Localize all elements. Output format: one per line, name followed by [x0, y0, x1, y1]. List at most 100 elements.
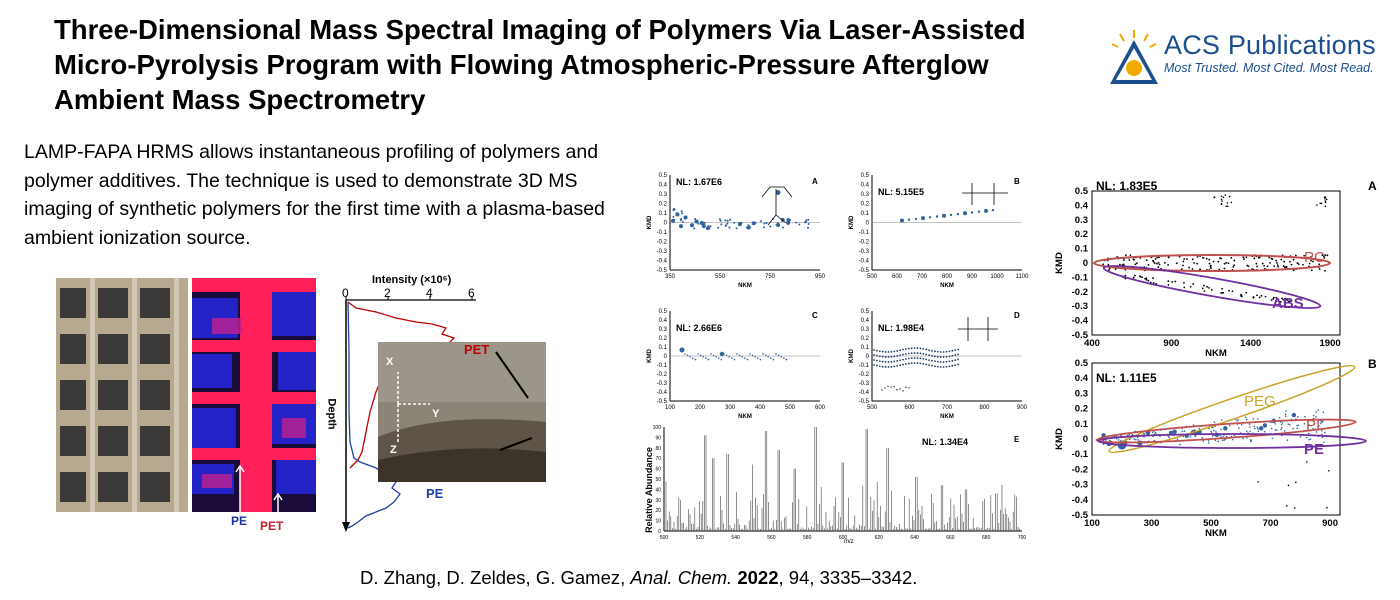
panel-a-point [795, 221, 798, 224]
panel-e-y-tick: 80 [655, 446, 661, 452]
panel-d-point [951, 349, 954, 352]
right-b-point [1284, 413, 1287, 416]
right-a-point [1324, 200, 1327, 202]
right-a-point [1275, 300, 1278, 303]
right-b-point [1217, 440, 1220, 443]
panel-d-point [957, 358, 959, 361]
right-b-point [1274, 429, 1277, 431]
right-a-y-tick: -0.4 [1072, 316, 1089, 327]
right-a-point [1157, 266, 1160, 268]
panel-b-point [949, 213, 953, 217]
pi-ellipse [1095, 418, 1357, 444]
right-b-point [1253, 427, 1256, 430]
right-a-point [1167, 264, 1170, 266]
right-b-point [1323, 441, 1325, 443]
panel-b-point [956, 212, 960, 216]
right-a-point [1324, 201, 1327, 204]
right-b-point [1274, 423, 1277, 425]
right-a-point [1188, 266, 1191, 269]
panel-a-point [798, 223, 801, 226]
panel-d-point [942, 351, 945, 353]
panel-d-point [925, 358, 928, 361]
right-b-point [1221, 439, 1224, 442]
right-a-point [1196, 262, 1199, 265]
right-a-point [1227, 262, 1230, 265]
panel-e-y-tick: 90 [655, 435, 661, 441]
right-b-point [1315, 416, 1317, 418]
panel-c-point [749, 353, 751, 355]
right-a-point [1253, 257, 1256, 260]
pe-label: PE [231, 514, 248, 528]
panel-d-point [945, 355, 948, 358]
panel-d-point [939, 356, 942, 358]
panel-a-y-tick: 0.1 [659, 211, 668, 217]
panel-d-point [942, 356, 945, 358]
panel-d-point [884, 356, 887, 358]
panel-d-point [934, 365, 936, 368]
right-a-point [1319, 202, 1322, 205]
right-b-y-tick: 0.3 [1075, 388, 1088, 399]
panel-a-point [775, 190, 781, 195]
right-a-point [1208, 286, 1210, 289]
right-a-point [1282, 265, 1285, 267]
right-b-point [1286, 439, 1289, 442]
right-b-point [1137, 439, 1139, 441]
panel-e-y-title: Relative Abundance [643, 447, 654, 533]
right-b-point [1286, 504, 1288, 507]
panel-d-point [945, 350, 948, 353]
abs-label: ABS [1272, 295, 1304, 312]
right-a-point [1175, 262, 1178, 265]
right-a-point [1221, 292, 1224, 294]
right-b-point [1213, 429, 1215, 432]
panel-a-point [763, 226, 766, 229]
panel-b-y-title: KMD [849, 215, 855, 229]
panel-d-y-tick: 0.1 [861, 345, 870, 351]
right-a-point [1260, 294, 1263, 297]
right-a-point [1189, 285, 1192, 288]
peg-ellipse [1108, 364, 1356, 454]
right-a-point [1191, 258, 1194, 261]
right-a-point [1218, 268, 1221, 271]
right-a-point [1222, 196, 1225, 199]
pe-right-label: PE [1304, 441, 1325, 458]
panel-d-point [878, 365, 881, 368]
right-a-point [1183, 258, 1186, 260]
panel-d-point [878, 360, 881, 363]
right-a-point [1210, 288, 1213, 291]
right-b-point [1201, 437, 1204, 439]
panel-c-y-tick: 0.4 [659, 318, 668, 324]
right-b-point [1263, 430, 1266, 433]
right-a-point [1231, 290, 1234, 293]
panel-d-point [890, 360, 893, 363]
summary-text: LAMP-FAPA HRMS allows instantaneous prof… [24, 141, 605, 249]
right-a-point [1251, 268, 1253, 270]
right-a-point [1128, 259, 1131, 261]
pi-label: PI [1306, 417, 1321, 434]
panel-a-point [681, 221, 684, 224]
right-a-y-tick: -0.5 [1072, 330, 1089, 341]
panel-d-point [905, 353, 907, 355]
right-a-point [1285, 265, 1288, 268]
right-b-point [1317, 409, 1320, 411]
panel-c-point [719, 351, 725, 357]
panel-b-point [921, 216, 925, 221]
panel-e-y-tick: 100 [653, 425, 662, 431]
right-b-point [1244, 416, 1247, 418]
panel-d-point [936, 350, 939, 353]
panel-e-x-tick: 580 [803, 535, 812, 541]
right-b-point [1321, 429, 1323, 432]
intensity-tick-4: 4 [426, 286, 433, 300]
right-a-point [1134, 274, 1136, 277]
right-a-point [1268, 256, 1271, 259]
right-a-point [1221, 287, 1224, 290]
right-b-point [1117, 439, 1120, 441]
panel-a-point [679, 219, 682, 222]
panel-a-point [709, 225, 712, 228]
panel-d-point [893, 350, 896, 353]
right-a-y-tick: 0 [1083, 258, 1088, 269]
panel-a-nl: NL: 1.67E6 [676, 177, 723, 187]
panel-d-point [905, 348, 907, 350]
right-b-point [1328, 470, 1330, 472]
panel-d-y-tick: 0.2 [861, 336, 870, 342]
panel-a-point [726, 222, 729, 225]
